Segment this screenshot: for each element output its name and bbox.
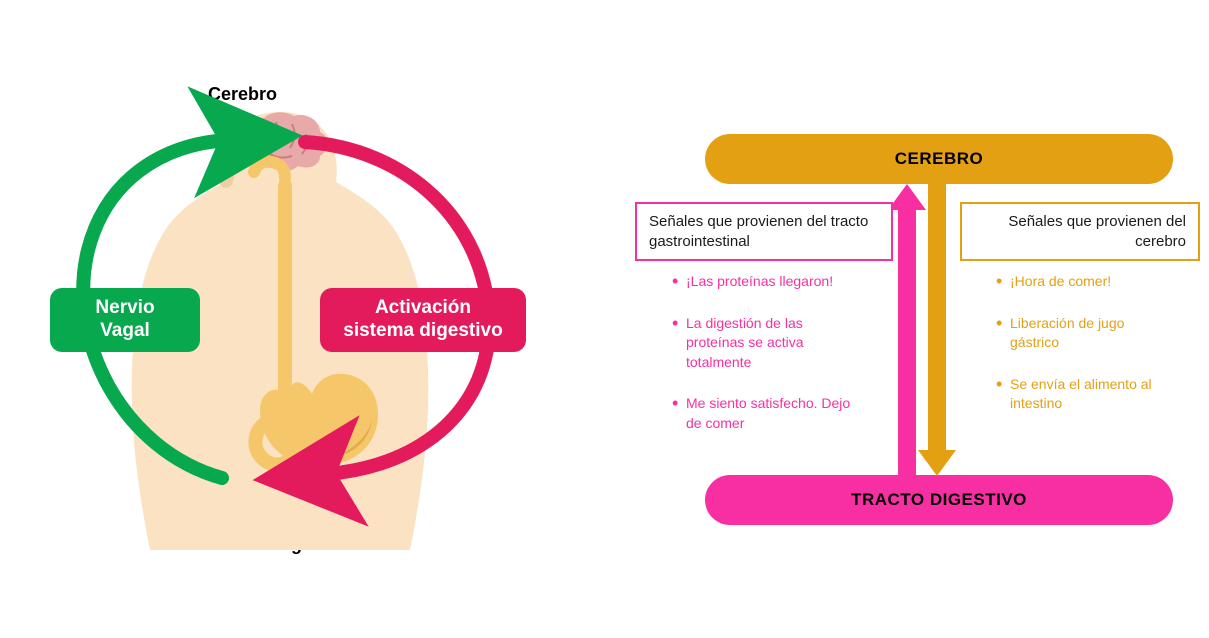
gi-bullet-item: Me siento satisfecho. Dejo de comer (672, 394, 852, 433)
gi-bullet-item: ¡Las proteínas llegaron! (672, 272, 852, 292)
brain-signals-box: Señales que provienen del cerebro (960, 202, 1200, 261)
signals-flow-panel: CEREBRO TRACTO DIGESTIVO Señales que pro… (560, 0, 1209, 638)
brain-bullet-item: Se envía el alimento al intestino (996, 375, 1176, 414)
digestive-activation-pill: Activación sistema digestivo (320, 288, 526, 352)
cerebro-bar-text: CEREBRO (895, 149, 984, 169)
anatomy-cycle-panel: Cerebro Estómago (0, 0, 560, 638)
brain-bullet-item: Liberación de jugo gástrico (996, 314, 1176, 353)
digestive-activation-text: Activación sistema digestivo (343, 297, 502, 343)
gi-bullets: ¡Las proteínas llegaron! La digestión de … (672, 272, 852, 456)
brain-bullet-item: ¡Hora de comer! (996, 272, 1176, 292)
gi-bullet-item: La digestión de las proteínas se activa … (672, 314, 852, 373)
gi-signals-title: Señales que provienen del tracto gastroi… (649, 213, 868, 250)
brain-label: Cerebro (208, 84, 277, 105)
cerebro-bar: CEREBRO (705, 134, 1173, 184)
down-arrow-icon (918, 184, 956, 476)
up-arrow-icon (888, 184, 926, 476)
gi-bullets-list: ¡Las proteínas llegaron! La digestión de … (672, 272, 852, 434)
gi-signals-box: Señales que provienen del tracto gastroi… (635, 202, 893, 261)
tracto-bar-text: TRACTO DIGESTIVO (851, 490, 1027, 510)
bidirectional-arrows-icon (884, 184, 960, 476)
vagal-nerve-pill: Nervio Vagal (50, 288, 200, 352)
brain-bullets-list: ¡Hora de comer! Liberación de jugo gástri… (996, 272, 1176, 414)
tracto-bar: TRACTO DIGESTIVO (705, 475, 1173, 525)
brain-signals-title: Señales que provienen del cerebro (1008, 213, 1186, 250)
brain-bullets: ¡Hora de comer! Liberación de jugo gástri… (996, 272, 1176, 436)
vagal-nerve-text: Nervio Vagal (95, 297, 154, 343)
